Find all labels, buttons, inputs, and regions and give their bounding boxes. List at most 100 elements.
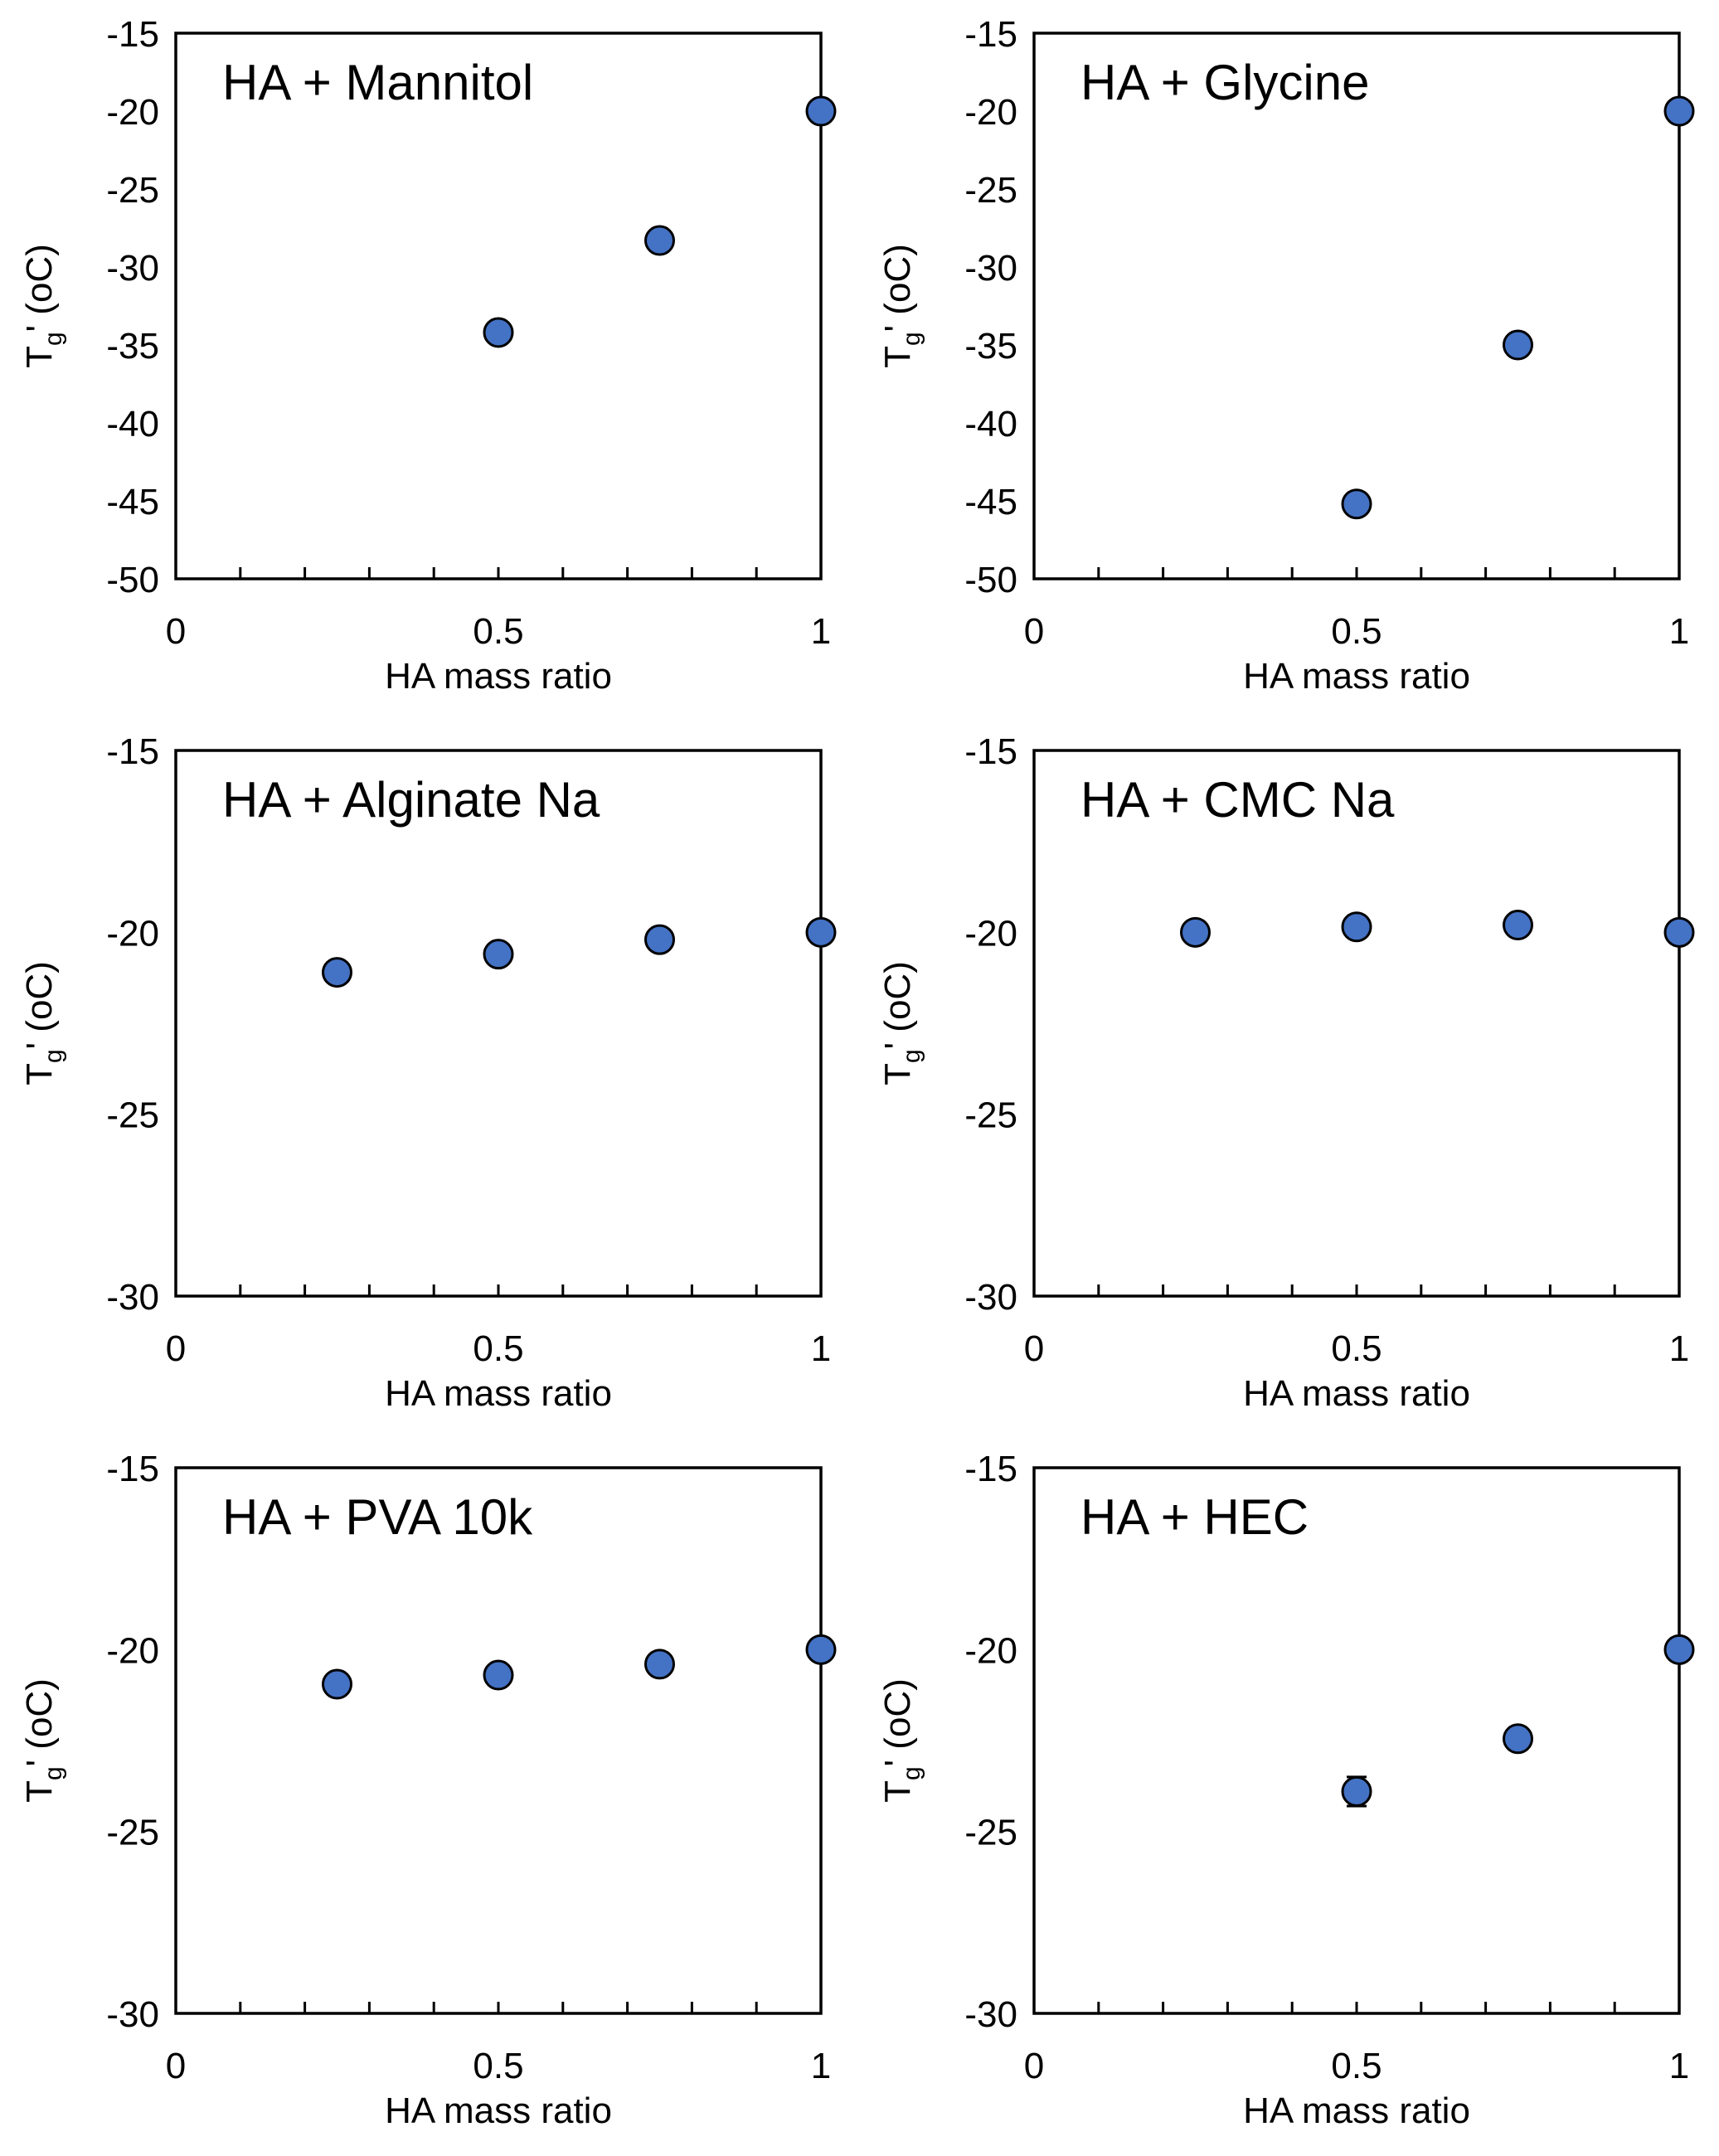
x-tick-label: 1 — [811, 611, 831, 652]
y-tick-label: -25 — [964, 1095, 1017, 1136]
y-tick-label: -15 — [964, 1449, 1017, 1489]
data-point — [483, 1659, 514, 1691]
y-tick-label: -35 — [964, 326, 1017, 367]
x-tick-label: 0 — [1024, 2046, 1044, 2086]
x-tick-label: 0.5 — [1331, 1328, 1382, 1369]
x-axis-title: HA mass ratio — [385, 656, 612, 697]
x-axis-title: HA mass ratio — [385, 1373, 612, 1414]
data-point — [483, 317, 514, 348]
y-tick-label: -25 — [964, 170, 1017, 211]
y-axis-title: Tg' (oC) — [19, 961, 67, 1085]
y-tick-label: -25 — [106, 1813, 159, 1853]
chart-panel-5: 0 0.5 1 -15 -20 -25 -30 HA mass ratio Tg' (oC) HA… — [19, 1449, 837, 2131]
y-axis-title: Tg' (oC) — [19, 1678, 67, 1803]
y-tick-label: -15 — [964, 731, 1017, 772]
data-point — [1503, 1723, 1533, 1755]
data-point — [1503, 329, 1533, 361]
plot-frame — [174, 749, 823, 1298]
y-tick-label: -15 — [106, 1449, 159, 1489]
panel-title: HA + PVA 10k — [222, 1489, 533, 1545]
data-point — [1663, 1634, 1695, 1665]
panel-title: HA + Mannitol — [222, 55, 533, 110]
y-tick-label: -30 — [106, 1277, 159, 1318]
y-tick-label: -20 — [106, 92, 159, 133]
x-tick-label: 1 — [1669, 611, 1689, 652]
y-tick-label: -20 — [964, 1630, 1017, 1671]
x-tick-label: 0.5 — [473, 1328, 523, 1369]
y-tick-label: -15 — [106, 731, 159, 772]
x-tick-label: 0.5 — [473, 2046, 523, 2086]
x-tick-label: 0.5 — [473, 611, 523, 652]
x-tick-label: 0 — [166, 1328, 186, 1369]
y-tick-label: -35 — [106, 326, 159, 367]
x-tick-label: 1 — [811, 2046, 831, 2086]
x-tick-label: 0.5 — [1331, 611, 1382, 652]
data-point — [1341, 911, 1372, 943]
x-axis-title: HA mass ratio — [385, 2090, 612, 2131]
y-tick-label: -30 — [106, 248, 159, 289]
data-point — [322, 957, 352, 988]
x-tick-label: 0.5 — [1331, 2046, 1382, 2086]
y-tick-label: -40 — [106, 404, 159, 444]
chart-panel-6: 0 0.5 1 -15 -20 -25 -30 HA mass ratio Tg' (oC) HA… — [877, 1449, 1695, 2131]
data-point — [805, 1634, 837, 1665]
y-tick-label: -30 — [964, 1994, 1017, 2035]
data-point — [1663, 95, 1695, 127]
chart-panel-2: 0 0.5 1 -15 -20 -25 -30 -35 -40 -45 -50 HA mass rat… — [877, 14, 1695, 697]
y-tick-label: -20 — [106, 1630, 159, 1671]
y-tick-label: -45 — [106, 482, 159, 522]
panel-title: HA + Alginate Na — [222, 772, 600, 828]
y-tick-label: -30 — [964, 248, 1017, 289]
panel-title: HA + CMC Na — [1080, 772, 1395, 828]
y-tick-label: -40 — [964, 404, 1017, 444]
y-tick-label: -45 — [964, 482, 1017, 522]
data-point — [483, 939, 514, 970]
x-axis-title: HA mass ratio — [1243, 2090, 1470, 2131]
y-axis-title: Tg' (oC) — [19, 244, 67, 368]
y-tick-label: -30 — [106, 1994, 159, 2035]
x-tick-label: 0 — [166, 2046, 186, 2086]
data-point — [805, 95, 837, 127]
chart-panel-1: 0 0.5 1 -15 -20 -25 -30 -35 -40 -45 -50 HA mass rat… — [19, 14, 837, 697]
y-tick-label: -25 — [964, 1813, 1017, 1853]
y-tick-label: -20 — [964, 913, 1017, 954]
data-point — [644, 1649, 675, 1680]
chart-panel-4: 0 0.5 1 -15 -20 -25 -30 HA mass ratio Tg' (oC) HA… — [877, 731, 1695, 1414]
y-tick-label: -50 — [106, 560, 159, 600]
data-point — [644, 924, 675, 955]
x-axis-title: HA mass ratio — [1243, 656, 1470, 697]
plot-frame — [174, 32, 823, 580]
x-tick-label: 0 — [1024, 611, 1044, 652]
y-axis-title: Tg' (oC) — [877, 1678, 925, 1803]
x-tick-label: 0 — [1024, 1328, 1044, 1369]
x-tick-label: 1 — [811, 1328, 831, 1369]
data-point — [322, 1668, 352, 1700]
data-point — [1663, 916, 1695, 948]
data-point — [1180, 916, 1211, 948]
data-point — [1503, 910, 1533, 941]
plot-frame — [1032, 749, 1681, 1298]
y-tick-label: -15 — [106, 14, 159, 55]
data-point — [805, 916, 837, 948]
y-tick-label: -30 — [964, 1277, 1017, 1318]
data-point — [644, 225, 675, 256]
panel-title: HA + HEC — [1080, 1489, 1309, 1545]
y-tick-label: -50 — [964, 560, 1017, 600]
x-tick-label: 1 — [1669, 1328, 1689, 1369]
x-axis-title: HA mass ratio — [1243, 1373, 1470, 1414]
chart-panel-3: 0 0.5 1 -15 -20 -25 -30 HA mass ratio Tg' (oC) HA… — [19, 731, 837, 1414]
y-tick-label: -20 — [106, 913, 159, 954]
plot-frame — [174, 1466, 823, 2015]
y-tick-label: -20 — [964, 92, 1017, 133]
x-tick-label: 0 — [166, 611, 186, 652]
data-point — [1341, 1775, 1372, 1807]
x-tick-label: 1 — [1669, 2046, 1689, 2086]
y-tick-label: -25 — [106, 1095, 159, 1136]
y-axis-title: Tg' (oC) — [877, 244, 925, 368]
y-axis-title: Tg' (oC) — [877, 961, 925, 1085]
y-tick-label: -25 — [106, 170, 159, 211]
data-point — [1341, 488, 1372, 520]
y-tick-label: -15 — [964, 14, 1017, 55]
panel-title: HA + Glycine — [1080, 55, 1370, 110]
